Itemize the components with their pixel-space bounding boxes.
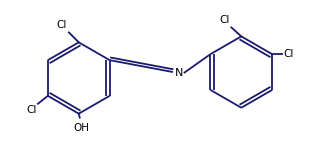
Text: Cl: Cl — [283, 49, 294, 59]
Text: Cl: Cl — [27, 105, 37, 115]
Text: Cl: Cl — [56, 20, 67, 30]
Text: N: N — [175, 68, 183, 78]
Text: Cl: Cl — [219, 16, 229, 25]
Text: OH: OH — [74, 123, 90, 133]
